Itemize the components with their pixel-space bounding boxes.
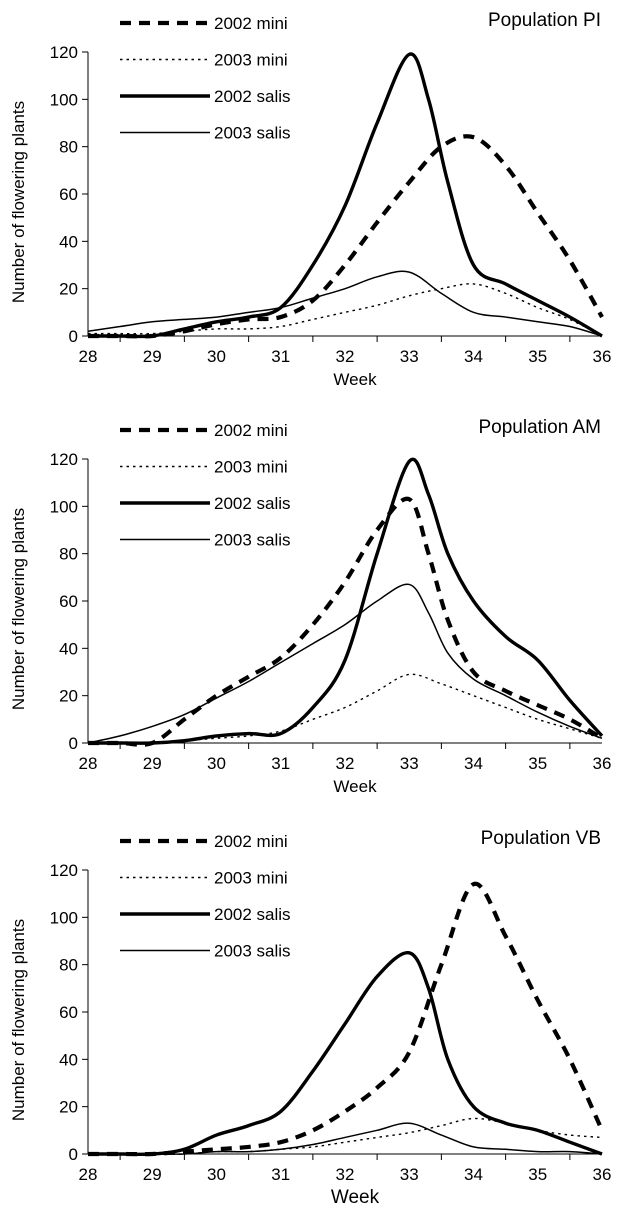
x-tick-label: 32 — [336, 1165, 355, 1184]
y-tick-label: 80 — [59, 545, 78, 564]
panel-title: Population AM — [478, 417, 601, 438]
x-tick-label: 33 — [400, 1165, 419, 1184]
series-line-3 — [88, 457, 604, 745]
series-line-4 — [87, 583, 603, 744]
chart-panel-3: Population VB 0 20 40 60 80 100 120 28 29 30 31 32 33… — [9, 828, 611, 1208]
series-line-2 — [88, 1117, 603, 1155]
y-tick-label: 120 — [50, 861, 78, 880]
series-line-1 — [88, 882, 604, 1157]
x-tick-label: 28 — [79, 1165, 98, 1184]
x-tick-label: 33 — [400, 347, 419, 366]
x-axis-title: Week — [331, 1187, 380, 1208]
x-tick-label: 31 — [271, 754, 290, 773]
x-tick-label: 31 — [271, 347, 290, 366]
x-tick-label: 34 — [464, 754, 483, 773]
legend-label-2: 2003 mini — [214, 458, 288, 477]
y-tick-label: 0 — [69, 1145, 78, 1164]
x-tick-label: 36 — [593, 1165, 612, 1184]
y-tick-label: 120 — [50, 450, 78, 469]
y-tick-label: 40 — [59, 1050, 78, 1069]
chart-panel-1: Population PI 0 20 40 60 80 100 120 28 29 30 31 32 33… — [9, 10, 611, 389]
x-tick-label: 35 — [528, 1165, 547, 1184]
x-tick-label: 30 — [207, 347, 226, 366]
legend-label-3: 2002 salis — [214, 905, 291, 924]
y-axis-title: Number of flowering plants — [9, 919, 28, 1121]
series-line-4 — [88, 1122, 603, 1155]
y-tick-label: 100 — [50, 497, 78, 516]
x-tick-label: 34 — [464, 1165, 483, 1184]
y-tick-label: 0 — [69, 327, 78, 346]
series-line-3 — [88, 52, 603, 339]
y-tick-label: 120 — [50, 43, 78, 62]
y-tick-label: 20 — [59, 1098, 78, 1117]
x-tick-label: 30 — [207, 1165, 226, 1184]
y-axis-title: Number of flowering plants — [9, 101, 28, 303]
x-tick-label: 33 — [400, 754, 419, 773]
legend-label-4: 2003 salis — [214, 942, 291, 961]
chart-panel-2: Population AM 0 20 40 60 80 100 120 28 29 30 31 32 33… — [9, 417, 611, 796]
y-tick-label: 20 — [59, 280, 78, 299]
x-tick-label: 28 — [79, 754, 98, 773]
x-tick-label: 35 — [528, 347, 547, 366]
y-tick-label: 40 — [59, 639, 78, 658]
legend-label-1: 2002 mini — [214, 832, 288, 851]
x-tick-label: 36 — [593, 754, 612, 773]
legend-label-3: 2002 salis — [214, 87, 291, 106]
y-tick-label: 100 — [50, 908, 78, 927]
x-tick-label: 36 — [593, 347, 612, 366]
series-line-2 — [88, 673, 603, 744]
y-tick-label: 0 — [69, 734, 78, 753]
x-tick-label: 35 — [528, 754, 547, 773]
x-axis-title: Week — [333, 370, 377, 389]
series-line-1 — [88, 496, 604, 747]
x-tick-label: 32 — [336, 347, 355, 366]
legend-label-3: 2002 salis — [214, 494, 291, 513]
legend-label-2: 2003 mini — [214, 51, 288, 70]
x-tick-label: 29 — [143, 347, 162, 366]
x-tick-label: 34 — [464, 347, 483, 366]
x-tick-label: 30 — [207, 754, 226, 773]
y-tick-label: 60 — [59, 1003, 78, 1022]
y-tick-label: 100 — [50, 90, 78, 109]
series-line-2 — [88, 283, 603, 337]
series-line-1 — [88, 134, 604, 339]
legend-label-2: 2003 mini — [214, 869, 288, 888]
y-tick-label: 60 — [59, 185, 78, 204]
y-axis-title: Number of flowering plants — [9, 508, 28, 710]
x-tick-label: 28 — [79, 347, 98, 366]
legend-label-1: 2002 mini — [214, 14, 288, 33]
panel-title: Population VB — [481, 828, 601, 849]
legend-label-4: 2003 salis — [214, 531, 291, 550]
series-line-4 — [87, 270, 603, 337]
legend-label-4: 2003 salis — [214, 124, 291, 143]
x-axis-title: Week — [333, 777, 377, 796]
y-tick-label: 40 — [59, 232, 78, 251]
y-tick-label: 20 — [59, 687, 78, 706]
y-tick-label: 80 — [59, 956, 78, 975]
series-line-3 — [88, 951, 603, 1157]
x-tick-label: 31 — [271, 1165, 290, 1184]
x-tick-label: 29 — [143, 754, 162, 773]
y-tick-label: 60 — [59, 592, 78, 611]
panel-title: Population PI — [488, 10, 601, 31]
legend-label-1: 2002 mini — [214, 421, 288, 440]
y-tick-label: 80 — [59, 138, 78, 157]
x-tick-label: 32 — [336, 754, 355, 773]
x-tick-label: 29 — [143, 1165, 162, 1184]
